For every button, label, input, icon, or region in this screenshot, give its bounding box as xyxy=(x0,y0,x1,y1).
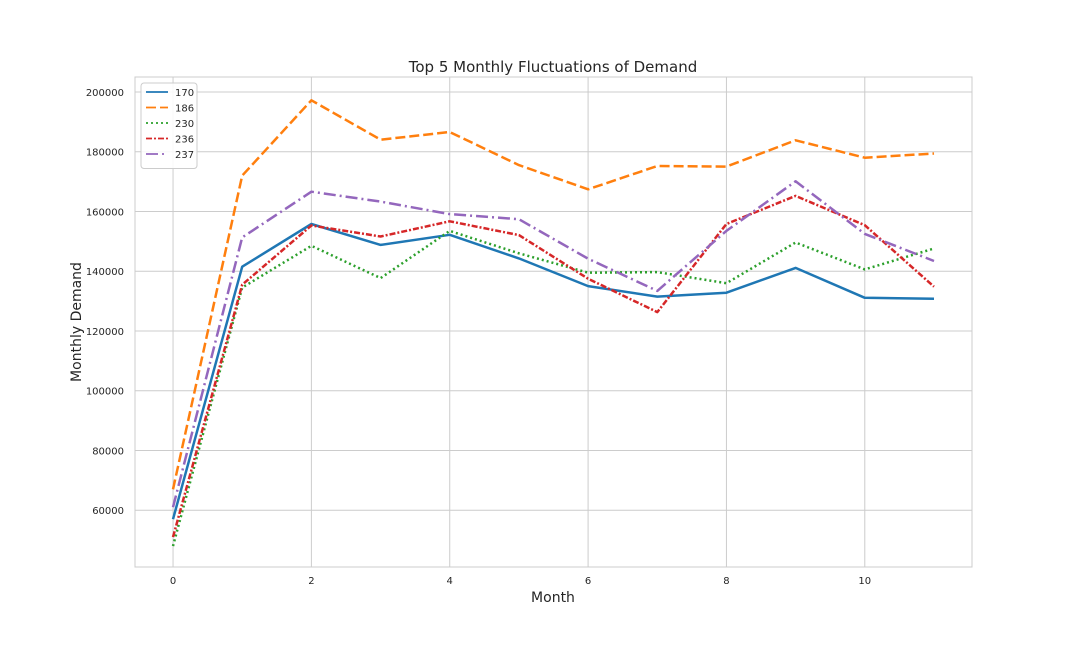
series-lines xyxy=(171,99,935,547)
y-axis-ticks: 60000 80000 100000 120000 140000 160000 180000… xyxy=(86,88,124,517)
legend-label-186: 186 xyxy=(175,104,194,115)
y-tick-label: 200000 xyxy=(86,88,124,99)
legend-label-230: 230 xyxy=(175,119,194,130)
x-tick-label: 6 xyxy=(585,576,591,587)
y-tick-label: 180000 xyxy=(86,148,124,159)
y-axis-label: Monthly Demand xyxy=(69,262,85,382)
legend-label-170: 170 xyxy=(175,88,194,99)
grid xyxy=(135,77,972,567)
x-tick-label: 4 xyxy=(447,576,453,587)
y-tick-label: 160000 xyxy=(86,207,124,218)
x-tick-label: 0 xyxy=(170,576,176,587)
x-tick-label: 10 xyxy=(858,576,871,587)
x-axis-label: Month xyxy=(531,590,575,606)
legend-box xyxy=(140,82,198,169)
plot-area-frame xyxy=(134,76,973,568)
x-tick-label: 8 xyxy=(723,576,729,587)
y-tick-label: 60000 xyxy=(92,506,124,517)
series-line-237 xyxy=(171,180,935,508)
series-line-186 xyxy=(171,99,935,490)
y-tick-label: 100000 xyxy=(86,387,124,398)
series-line-236 xyxy=(171,194,935,538)
x-tick-label: 2 xyxy=(308,576,314,587)
legend: 170 186 230 236 237 xyxy=(140,82,198,169)
legend-label-237: 237 xyxy=(175,150,194,161)
x-axis-ticks: 0 2 4 6 8 10 xyxy=(170,576,871,587)
chart-title: Top 5 Monthly Fluctuations of Demand xyxy=(408,58,698,76)
legend-label-236: 236 xyxy=(175,135,194,146)
y-tick-label: 120000 xyxy=(86,327,124,338)
y-tick-label: 140000 xyxy=(86,267,124,278)
series-line-170 xyxy=(171,222,935,520)
y-tick-label: 80000 xyxy=(92,446,124,457)
